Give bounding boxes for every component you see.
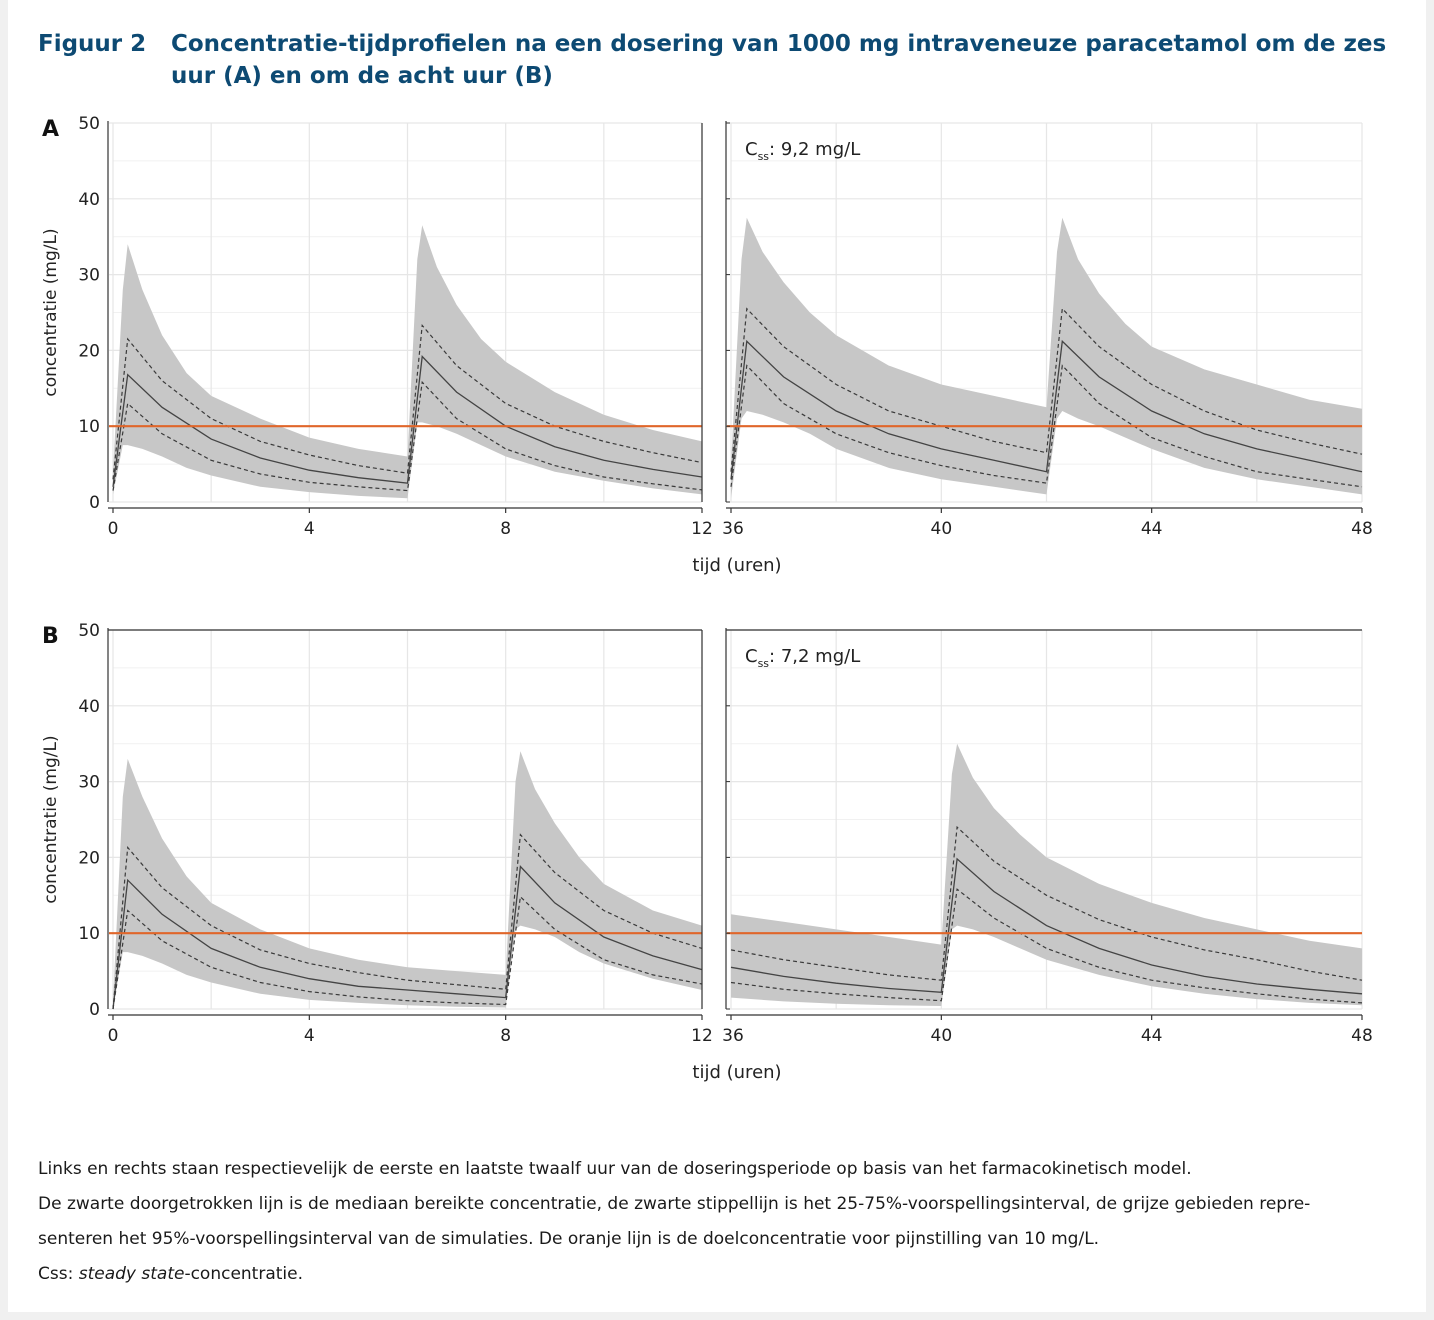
caption-line: De zwarte doorgetrokken lijn is de media… bbox=[38, 1194, 1311, 1214]
prediction-band-95 bbox=[731, 217, 1362, 499]
chart-panel-B-right: 36 40 44 48 Css: 7,2 mg/L bbox=[722, 628, 1373, 1046]
y-axis-label: concentratie (mg/L) bbox=[41, 735, 61, 903]
x-tick-label: 12 bbox=[691, 1026, 713, 1046]
y-tick-label: 20 bbox=[78, 848, 100, 868]
figure-title-text: Concentratie-tijdprofielen na een doseri… bbox=[171, 31, 1387, 89]
chart-panel-A-left: 0 4 8 12 0 10 20 30 40 50 concentratie (mg/L) Atijd… bbox=[41, 114, 782, 576]
css-annotation: Css: 7,2 mg/L bbox=[745, 646, 860, 670]
y-tick-label: 30 bbox=[78, 773, 100, 793]
figure-number: Figuur 2 bbox=[38, 31, 147, 57]
median-line bbox=[112, 355, 703, 487]
quartile-line-q75 bbox=[112, 323, 703, 480]
caption-css-prefix: Css: bbox=[38, 1264, 79, 1284]
y-tick-label: 10 bbox=[78, 924, 100, 944]
median-line bbox=[730, 857, 1363, 995]
median-line bbox=[112, 865, 703, 1010]
x-tick-label: 36 bbox=[722, 519, 744, 539]
chart-panel-A-right: 36 40 44 48 Css: 9,2 mg/L bbox=[722, 121, 1373, 539]
x-tick-label: 44 bbox=[1141, 1026, 1163, 1046]
y-tick-label: 40 bbox=[78, 190, 100, 210]
quartile-line-q25 bbox=[112, 895, 703, 1010]
y-tick-label: 0 bbox=[89, 493, 100, 513]
y-tick-label: 20 bbox=[78, 341, 100, 361]
y-tick-label: 10 bbox=[78, 417, 100, 437]
panel-label: B bbox=[42, 624, 59, 649]
y-tick-label: 0 bbox=[89, 1000, 100, 1020]
x-tick-label: 48 bbox=[1351, 1026, 1373, 1046]
y-tick-label: 50 bbox=[78, 621, 100, 641]
median-line bbox=[730, 339, 1363, 480]
panel-label: A bbox=[42, 117, 59, 142]
x-axis-label: tijd (uren) bbox=[692, 555, 781, 576]
x-tick-label: 4 bbox=[304, 519, 315, 539]
y-tick-label: 40 bbox=[78, 697, 100, 717]
caption-line: Links en rechts staan respectievelijk de… bbox=[38, 1159, 1192, 1179]
prediction-band-95 bbox=[731, 743, 1362, 1006]
x-tick-label: 8 bbox=[500, 519, 511, 539]
quartile-line-q25 bbox=[730, 364, 1363, 488]
css-annotation: Css: 9,2 mg/L bbox=[745, 139, 860, 163]
x-tick-label: 48 bbox=[1351, 519, 1373, 539]
x-axis-label: tijd (uren) bbox=[692, 1062, 781, 1083]
y-tick-label: 50 bbox=[78, 114, 100, 134]
quartile-line-q75 bbox=[730, 307, 1363, 472]
caption-line: senteren het 95%-voorspellingsinterval v… bbox=[38, 1229, 1100, 1249]
x-tick-label: 0 bbox=[108, 1026, 119, 1046]
x-tick-label: 12 bbox=[691, 519, 713, 539]
x-tick-label: 8 bbox=[500, 1026, 511, 1046]
caption-italic: steady state bbox=[78, 1264, 185, 1284]
chart-panel-B-left: 0 4 8 12 0 10 20 30 40 50 concentratie (mg/L) Btijd… bbox=[41, 621, 782, 1083]
y-tick-label: 30 bbox=[78, 266, 100, 286]
figure-caption: Links en rechts staan respectievelijk de… bbox=[38, 1152, 1408, 1292]
y-axis-label: concentratie (mg/L) bbox=[41, 228, 61, 396]
x-tick-label: 0 bbox=[108, 519, 119, 539]
x-tick-label: 44 bbox=[1141, 519, 1163, 539]
quartile-line-q75 bbox=[112, 833, 703, 1010]
x-tick-label: 40 bbox=[931, 1026, 953, 1046]
x-tick-label: 4 bbox=[304, 1026, 315, 1046]
x-tick-label: 36 bbox=[722, 1026, 744, 1046]
caption-line: Css: steady state-concentratie. bbox=[38, 1257, 1408, 1292]
figure-page: Figuur 2 Concentratie-tijdprofielen na e… bbox=[8, 0, 1426, 1312]
caption-css-suffix: -concentratie. bbox=[184, 1264, 303, 1284]
quartile-line-q75 bbox=[730, 825, 1363, 981]
x-tick-label: 40 bbox=[931, 519, 953, 539]
prediction-band-95 bbox=[113, 751, 702, 1009]
prediction-band-95 bbox=[113, 225, 702, 499]
